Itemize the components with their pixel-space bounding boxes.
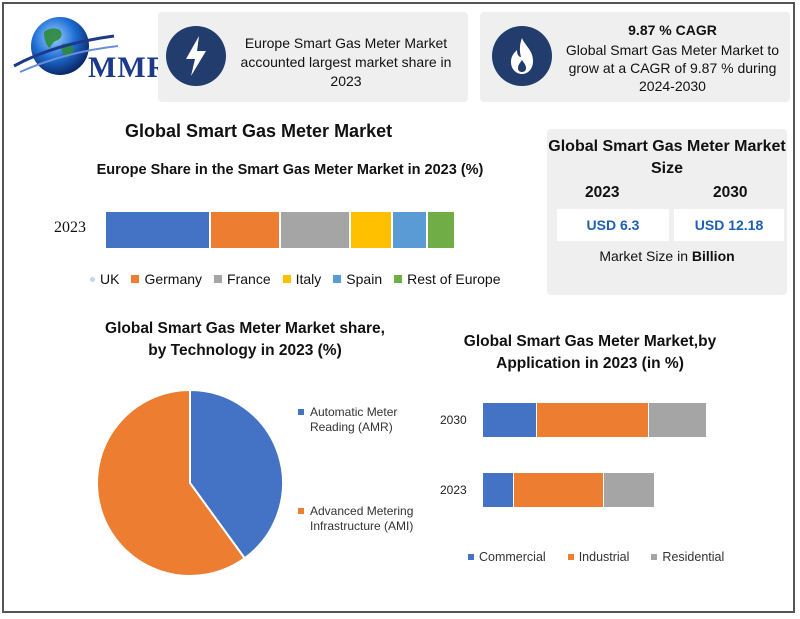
market-size-year-2023: 2023 <box>585 184 620 201</box>
cagr-title: 9.87 % CAGR <box>628 22 717 38</box>
application-category-label-2030: 2030 <box>440 413 467 427</box>
application-legend-swatch-commercial <box>468 554 474 560</box>
lightning-icon <box>166 26 226 86</box>
europe-legend-uk: UK <box>90 271 119 287</box>
application-legend-swatch-residential <box>651 554 658 560</box>
application-legend-label-commercial: Commercial <box>479 550 546 564</box>
europe-bar-uk <box>106 212 209 248</box>
europe-legend-swatch-uk <box>90 276 95 282</box>
europe-legend-label-france: France <box>227 271 271 287</box>
europe-legend-france: France <box>214 271 271 287</box>
pie-legend-ami-swatch <box>298 508 304 514</box>
europe-bar-spain <box>393 212 426 248</box>
europe-legend-label-spain: Spain <box>346 271 383 287</box>
flame-icon <box>492 26 552 86</box>
market-size-note: Market Size in Billion <box>547 248 787 264</box>
application-legend-residential: Residential <box>651 550 724 564</box>
europe-legend-swatch-spain <box>333 275 342 283</box>
logo-text: MMR <box>88 51 170 84</box>
europe-bar-germany <box>211 212 279 248</box>
pie-slice-amr <box>189 388 284 560</box>
market-size-value-2030: USD 12.18 <box>674 209 784 241</box>
europe-legend-italy: Italy <box>282 271 322 287</box>
cagr-card: 9.87 % CAGR Global Smart Gas Meter Marke… <box>480 12 790 102</box>
application-legend-label-residential: Residential <box>662 550 725 564</box>
application-bar-2030-residential <box>648 403 706 437</box>
europe-legend-swatch-rest-of-europe <box>394 275 403 283</box>
europe-bar-france <box>281 212 349 248</box>
market-size-title: Global Smart Gas Meter Market Size <box>548 138 786 177</box>
market-size-card: Global Smart Gas Meter Market Size 2023 … <box>547 129 787 295</box>
europe-chart-legend: UK Germany France Italy Spain Rest of Europe <box>90 271 507 287</box>
application-bar-2023-commercial <box>483 473 514 507</box>
application-legend-industrial: Industrial <box>567 550 630 564</box>
europe-legend-swatch-italy <box>282 275 291 283</box>
application-legend-swatch-industrial <box>567 554 574 560</box>
europe-bar-italy <box>351 212 391 248</box>
market-size-note-unit: Billion <box>691 248 735 264</box>
application-bar-2030-industrial <box>536 403 648 437</box>
europe-legend-label-uk: UK <box>100 271 120 287</box>
europe-share-card: Europe Smart Gas Meter Market accounted … <box>158 12 468 102</box>
pie-legend-ami-label: Advanced Metering Infrastructure (AMI) <box>310 504 414 533</box>
infographic-frame <box>2 2 795 613</box>
europe-share-text: Europe Smart Gas Meter Market accounted … <box>240 35 452 89</box>
application-chart-title: Global Smart Gas Meter Market,by Applica… <box>463 333 717 372</box>
europe-legend-label-rest-of-europe: Rest of Europe <box>407 271 501 287</box>
technology-pie-chart <box>96 388 284 577</box>
pie-legend-ami: Advanced Metering Infrastructure (AMI) <box>298 504 430 534</box>
application-legend-commercial: Commercial <box>468 550 546 564</box>
europe-legend-rest-of-europe: Rest of Europe <box>394 271 501 287</box>
technology-chart-title: Global Smart Gas Meter Market share, by … <box>105 320 385 359</box>
application-bar-2023-residential <box>603 473 655 507</box>
application-chart-legend: Commercial Industrial Residential <box>468 550 746 564</box>
cagr-text: Global Smart Gas Meter Market to grow at… <box>565 42 780 94</box>
market-size-note-prefix: Market Size in <box>599 248 692 264</box>
pie-slice-ami <box>96 388 247 577</box>
pie-legend-amr-label: Automatic Meter Reading (AMR) <box>310 405 398 434</box>
market-size-value-2023: USD 6.3 <box>557 209 669 241</box>
europe-chart-title: Europe Share in the Smart Gas Meter Mark… <box>96 162 484 178</box>
pie-legend-amr-swatch <box>298 409 304 415</box>
market-size-year-2030: 2030 <box>713 184 748 201</box>
europe-chart-category-label: 2023 <box>54 219 86 236</box>
mmr-logo: MMR <box>10 14 168 84</box>
europe-legend-spain: Spain <box>333 271 382 287</box>
europe-legend-label-italy: Italy <box>295 271 322 287</box>
application-legend-label-industrial: Industrial <box>578 550 630 564</box>
application-bar-2030-commercial <box>483 403 536 437</box>
europe-legend-swatch-germany <box>131 275 140 283</box>
europe-legend-label-germany: Germany <box>144 271 203 287</box>
pie-legend-amr: Automatic Meter Reading (AMR) <box>298 405 420 435</box>
europe-legend-germany: Germany <box>131 271 202 287</box>
main-title: Global Smart Gas Meter Market <box>125 121 393 141</box>
europe-legend-swatch-france <box>214 275 223 283</box>
globe-icon <box>13 17 119 75</box>
europe-bar-rest-of-europe <box>428 212 454 248</box>
application-category-label-2023: 2023 <box>440 483 467 497</box>
application-bar-2023-industrial <box>514 473 603 507</box>
